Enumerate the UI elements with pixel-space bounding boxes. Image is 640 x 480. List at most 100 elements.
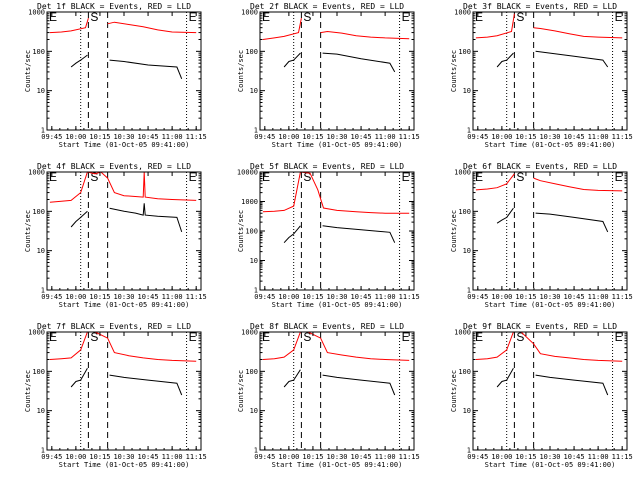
y-tick-label: 1000 xyxy=(28,9,45,17)
x-tick-label: 09:45 xyxy=(467,453,488,461)
x-axis-label: Start Time (01-Oct-05 09:41:00) xyxy=(485,301,616,309)
series-events-line-seg-1 xyxy=(71,211,87,227)
y-tick-label: 1000 xyxy=(241,329,258,337)
plot-frame xyxy=(260,12,414,130)
plot-frame xyxy=(47,172,201,290)
y-tick-label: 10 xyxy=(463,87,471,95)
x-tick-label: 11:15 xyxy=(612,293,633,301)
x-tick-label: 10:30 xyxy=(113,453,134,461)
x-tick-label: 11:00 xyxy=(162,293,183,301)
chart-panel-9: Det 9f BLACK = Events, RED = LLDE S E11010… xyxy=(450,322,633,469)
chart-title: Det 1f BLACK = Events, RED = LLD xyxy=(37,2,191,11)
x-tick-label: 11:15 xyxy=(186,293,207,301)
y-axis-label: Counts/sec xyxy=(450,50,458,92)
x-tick-label: 10:45 xyxy=(564,133,585,141)
y-axis-label: Counts/sec xyxy=(237,50,245,92)
series-lld-line-seg-2 xyxy=(534,178,623,191)
y-tick-label: 10 xyxy=(463,407,471,415)
chart-panel-8: Det 8f BLACK = Events, RED = LLDE S E11010… xyxy=(237,322,420,469)
y-tick-label: 100 xyxy=(245,228,258,236)
x-tick-label: 10:00 xyxy=(491,453,512,461)
x-tick-label: 10:30 xyxy=(326,453,347,461)
y-tick-label: 10 xyxy=(250,407,258,415)
y-tick-label: 100 xyxy=(458,48,471,56)
x-axis-label: Start Time (01-Oct-05 09:41:00) xyxy=(485,141,616,149)
series-events-line-seg-2 xyxy=(536,213,608,232)
x-tick-label: 10:15 xyxy=(302,133,323,141)
series-events-line-seg-1 xyxy=(71,55,87,67)
y-tick-label: 10 xyxy=(37,247,45,255)
x-tick-label: 09:45 xyxy=(254,133,275,141)
x-tick-label: 10:45 xyxy=(351,133,372,141)
series-events-line-seg-2 xyxy=(110,60,182,79)
x-tick-label: 10:45 xyxy=(138,133,159,141)
plot-frame xyxy=(473,332,627,450)
x-tick-label: 11:00 xyxy=(375,453,396,461)
series-events-line-seg-2 xyxy=(536,375,608,395)
x-tick-label: 10:00 xyxy=(491,133,512,141)
x-tick-label: 10:00 xyxy=(278,453,299,461)
x-axis-label: Start Time (01-Oct-05 09:41:00) xyxy=(272,301,403,309)
y-tick-label: 1000 xyxy=(454,9,471,17)
x-tick-label: 10:00 xyxy=(491,293,512,301)
chart-title: Det 9f BLACK = Events, RED = LLD xyxy=(463,322,617,331)
x-tick-label: 11:15 xyxy=(612,133,633,141)
y-axis-label: Counts/sec xyxy=(24,370,32,412)
y-tick-label: 10 xyxy=(37,87,45,95)
series-events-line-seg-1 xyxy=(284,53,300,67)
x-tick-label: 09:45 xyxy=(467,133,488,141)
x-tick-label: 11:15 xyxy=(186,133,207,141)
x-tick-label: 11:00 xyxy=(375,293,396,301)
y-tick-label: 1000 xyxy=(28,169,45,177)
detector-rate-figure: Det 1f BLACK = Events, RED = LLDE S E11010… xyxy=(0,0,640,480)
x-tick-label: 10:30 xyxy=(326,133,347,141)
x-tick-label: 11:00 xyxy=(162,453,183,461)
series-lld-line-seg-1 xyxy=(263,172,409,213)
y-axis-label: Counts/sec xyxy=(237,370,245,412)
y-tick-label: 100 xyxy=(32,368,45,376)
x-axis-label: Start Time (01-Oct-05 09:41:00) xyxy=(272,461,403,469)
y-tick-label: 10 xyxy=(250,87,258,95)
x-tick-label: 09:45 xyxy=(41,133,62,141)
plot-frame xyxy=(260,172,414,290)
series-lld-line-seg-1 xyxy=(263,332,409,360)
x-tick-label: 09:45 xyxy=(467,293,488,301)
x-axis-label: Start Time (01-Oct-05 09:41:00) xyxy=(59,461,190,469)
x-tick-label: 10:15 xyxy=(302,453,323,461)
x-tick-label: 10:15 xyxy=(89,453,110,461)
series-events-line-seg-2 xyxy=(110,203,182,232)
series-events-line-seg-1 xyxy=(71,368,87,387)
y-tick-label: 100 xyxy=(245,48,258,56)
y-tick-label: 1000 xyxy=(454,169,471,177)
y-axis-label: Counts/sec xyxy=(24,50,32,92)
x-tick-label: 10:00 xyxy=(278,133,299,141)
x-tick-label: 10:15 xyxy=(515,133,536,141)
series-lld-line-seg-2 xyxy=(108,22,197,32)
chart-title: Det 7f BLACK = Events, RED = LLD xyxy=(37,322,191,331)
x-tick-label: 10:30 xyxy=(539,453,560,461)
x-tick-label: 10:00 xyxy=(65,133,86,141)
x-axis-label: Start Time (01-Oct-05 09:41:00) xyxy=(59,141,190,149)
x-tick-label: 10:30 xyxy=(113,133,134,141)
x-tick-label: 10:30 xyxy=(113,293,134,301)
chart-panel-4: Det 4f BLACK = Events, RED = LLDE S E11010… xyxy=(24,162,207,309)
x-tick-label: 10:45 xyxy=(351,453,372,461)
x-axis-label: Start Time (01-Oct-05 09:41:00) xyxy=(272,141,403,149)
x-tick-label: 11:00 xyxy=(588,453,609,461)
x-tick-label: 11:15 xyxy=(399,293,420,301)
y-tick-label: 100 xyxy=(32,48,45,56)
chart-title: Det 2f BLACK = Events, RED = LLD xyxy=(250,2,404,11)
x-tick-label: 11:00 xyxy=(588,293,609,301)
series-events-line-seg-2 xyxy=(536,51,608,67)
x-tick-label: 10:45 xyxy=(564,453,585,461)
x-tick-label: 11:15 xyxy=(612,453,633,461)
y-tick-label: 1000 xyxy=(241,9,258,17)
y-axis-label: Counts/sec xyxy=(450,210,458,252)
series-events-line-seg-1 xyxy=(284,226,300,243)
chart-title: Det 6f BLACK = Events, RED = LLD xyxy=(463,162,617,171)
x-tick-label: 09:45 xyxy=(254,293,275,301)
y-axis-label: Counts/sec xyxy=(450,370,458,412)
